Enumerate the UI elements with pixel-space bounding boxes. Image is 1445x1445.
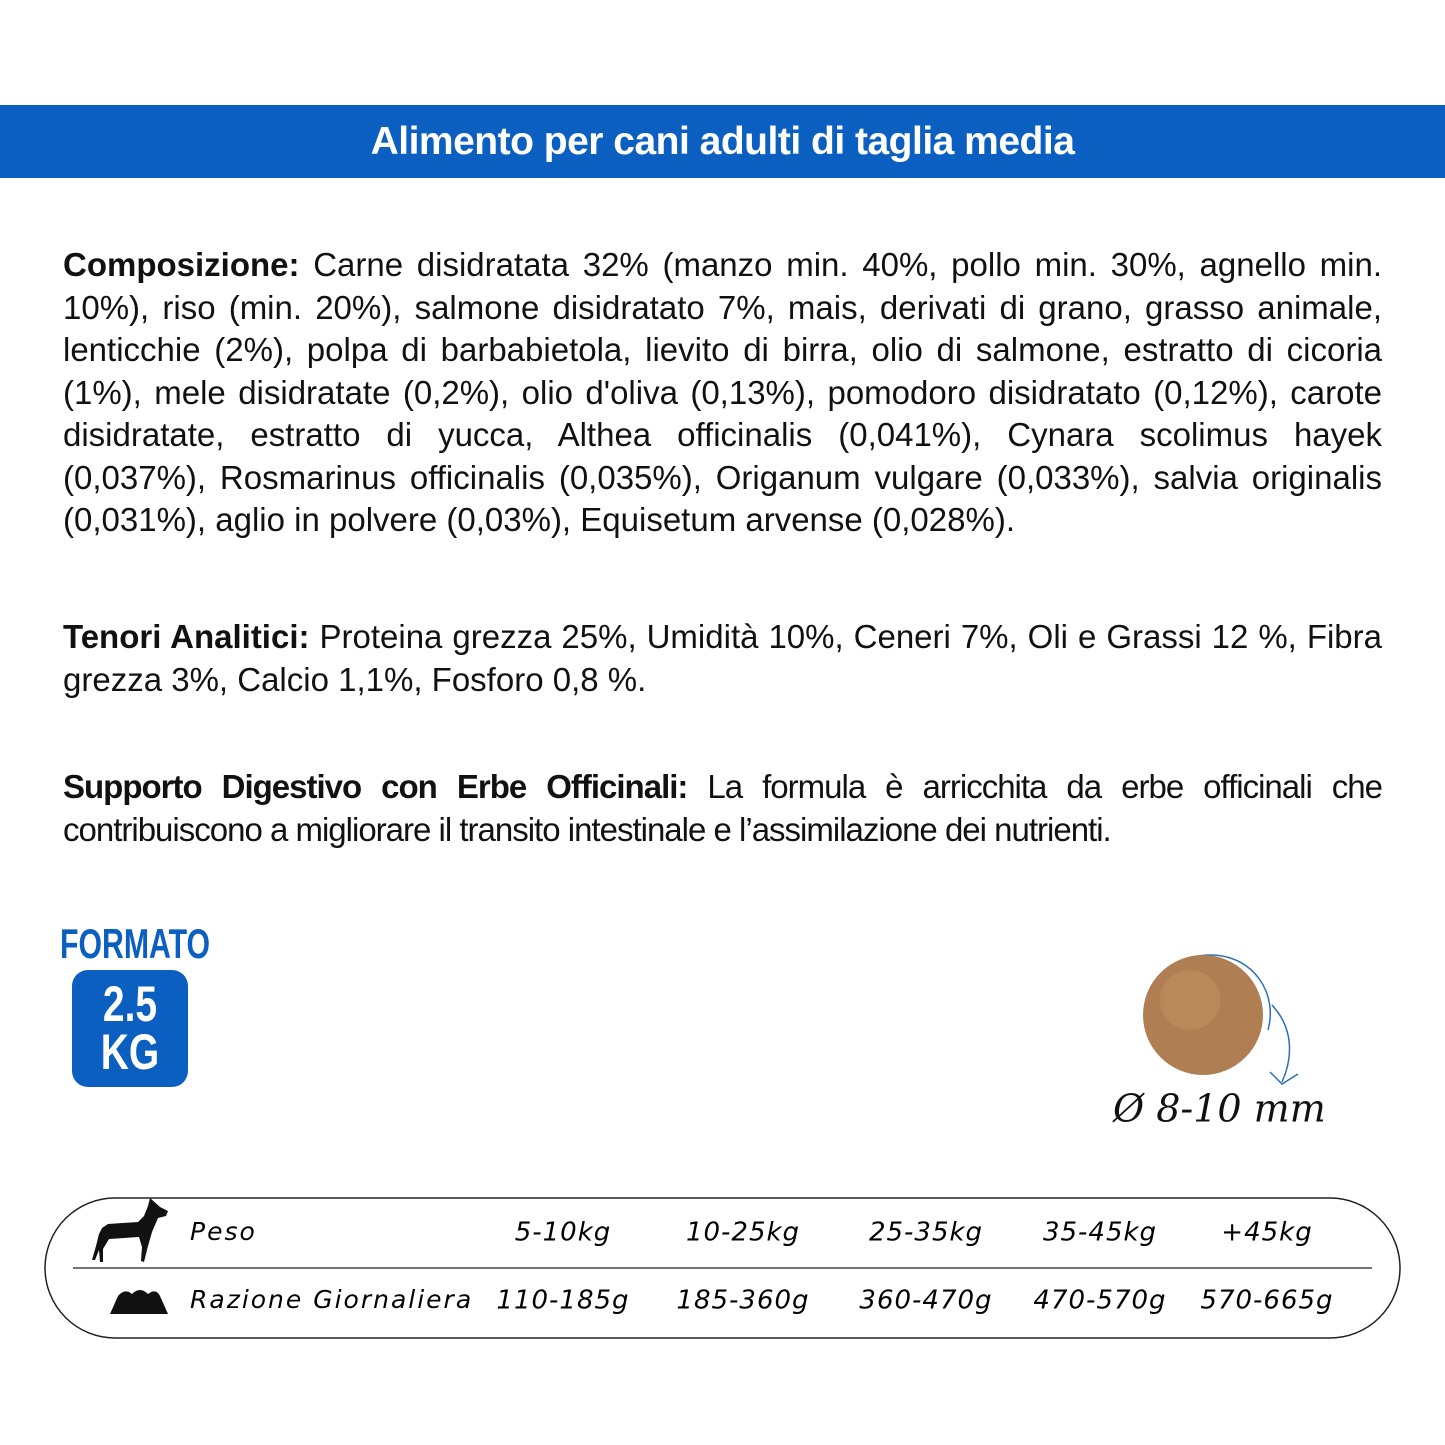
format-label: FORMATO [60,920,211,967]
composition-text: Carne disidratata 32% (manzo min. 40%, p… [63,246,1383,538]
analytics: Tenori Analitici: Proteina grezza 25%, U… [63,616,1382,701]
row-cell: 110-185g [496,1286,629,1316]
row-label: Razione Giornaliera [190,1285,473,1314]
digestive-label: Supporto Digestivo con Erbe Officinali: [63,768,688,805]
bowl-icon [110,1290,168,1314]
dog-icon [92,1198,168,1262]
header-title: Alimento per cani adulti di taglia media [370,120,1075,163]
row-cell: 35-45kg [1043,1218,1157,1248]
composition: Composizione: Carne disidratata 32% (man… [63,244,1382,542]
digestive: Supporto Digestivo con Erbe Officinali: … [63,766,1383,851]
table: Peso 5-10kg 10-25kg 25-35kg 35-45kg +45kg Razi… [190,1217,1333,1316]
table-frame [44,1197,1401,1339]
row-cell: 570-665g [1200,1286,1333,1316]
header-band: Alimento per cani adulti di taglia media [0,105,1445,178]
row-cell: 10-25kg [686,1218,800,1248]
row-cell: +45kg [1221,1218,1312,1248]
row-cell: 5-10kg [515,1218,612,1248]
row-cell: 360-470g [859,1286,992,1316]
kibble-size: Ø 8-10 mm [1112,1087,1326,1131]
row-cell: 185-360g [676,1286,809,1316]
row-cell: 470-570g [1033,1286,1166,1316]
analytics-text: Proteina grezza 25%, Umidità 10%, Ceneri… [63,618,1382,698]
digestive-text: La formula è arricchita da erbe officina… [63,768,1383,848]
row-label: Peso [190,1217,257,1246]
row-cell: 25-35kg [869,1218,983,1248]
kibble-arrow [1269,1004,1299,1085]
composition-label: Composizione: [63,246,300,283]
format-value: 2.5 [102,976,158,1032]
format-unit: KG [100,1024,160,1080]
analytics-label: Tenori Analitici: [63,618,310,655]
format-box: 2.5 KG [72,970,188,1087]
kibble-texture [1160,970,1220,1030]
